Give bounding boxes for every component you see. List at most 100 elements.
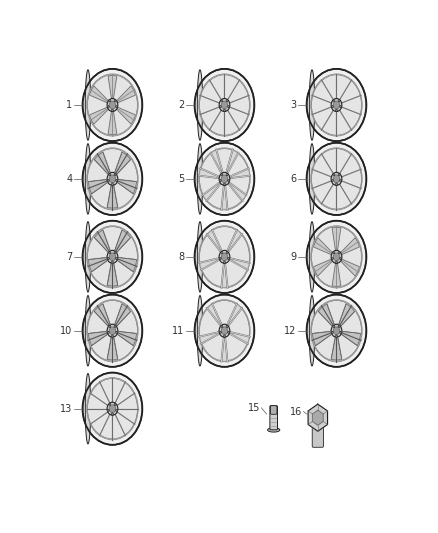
Circle shape xyxy=(109,253,116,261)
Circle shape xyxy=(333,100,335,102)
Ellipse shape xyxy=(197,222,203,292)
Ellipse shape xyxy=(309,295,314,366)
Polygon shape xyxy=(107,185,118,208)
Circle shape xyxy=(333,175,340,183)
Circle shape xyxy=(114,100,116,102)
Circle shape xyxy=(199,226,250,288)
FancyBboxPatch shape xyxy=(270,406,278,430)
Circle shape xyxy=(112,413,113,415)
Polygon shape xyxy=(230,258,248,270)
Text: 5: 5 xyxy=(178,174,184,184)
Polygon shape xyxy=(314,259,332,276)
Ellipse shape xyxy=(85,70,91,140)
Circle shape xyxy=(311,74,362,136)
Circle shape xyxy=(336,109,337,111)
Circle shape xyxy=(336,183,337,185)
Circle shape xyxy=(331,251,342,263)
Circle shape xyxy=(340,257,342,260)
Circle shape xyxy=(338,252,340,254)
Circle shape xyxy=(116,331,118,334)
Polygon shape xyxy=(94,152,110,175)
Ellipse shape xyxy=(197,295,203,366)
Circle shape xyxy=(219,179,221,182)
Polygon shape xyxy=(341,332,360,345)
Circle shape xyxy=(226,173,228,176)
Circle shape xyxy=(109,327,116,335)
Polygon shape xyxy=(107,337,118,360)
Circle shape xyxy=(83,295,142,367)
Circle shape xyxy=(340,331,342,334)
Circle shape xyxy=(331,257,333,260)
Circle shape xyxy=(112,335,113,337)
Circle shape xyxy=(338,325,340,328)
Circle shape xyxy=(307,221,366,293)
Text: 12: 12 xyxy=(284,326,297,336)
Circle shape xyxy=(221,100,223,102)
Circle shape xyxy=(219,172,230,185)
Polygon shape xyxy=(94,304,110,326)
Circle shape xyxy=(340,179,342,182)
Circle shape xyxy=(223,335,226,337)
Polygon shape xyxy=(117,332,137,345)
Circle shape xyxy=(311,148,362,210)
Circle shape xyxy=(109,325,111,328)
Circle shape xyxy=(107,251,118,263)
Text: 6: 6 xyxy=(290,174,297,184)
Circle shape xyxy=(331,324,342,337)
Circle shape xyxy=(112,109,113,111)
Circle shape xyxy=(116,179,118,182)
Ellipse shape xyxy=(85,144,91,214)
Polygon shape xyxy=(117,86,135,103)
Circle shape xyxy=(107,99,118,111)
Circle shape xyxy=(311,300,362,362)
Circle shape xyxy=(226,325,228,328)
Circle shape xyxy=(116,257,118,260)
Circle shape xyxy=(194,143,254,215)
Circle shape xyxy=(307,143,366,215)
Text: 1: 1 xyxy=(66,100,72,110)
Circle shape xyxy=(112,183,113,185)
Polygon shape xyxy=(221,185,228,208)
Polygon shape xyxy=(208,305,222,326)
Circle shape xyxy=(83,69,142,141)
Ellipse shape xyxy=(309,222,314,292)
Circle shape xyxy=(221,325,223,328)
Text: 13: 13 xyxy=(60,403,72,414)
Polygon shape xyxy=(115,230,131,253)
Circle shape xyxy=(338,100,340,102)
Circle shape xyxy=(109,100,111,102)
Circle shape xyxy=(109,405,116,413)
Circle shape xyxy=(336,335,337,337)
Polygon shape xyxy=(230,332,248,344)
Circle shape xyxy=(219,331,221,334)
Circle shape xyxy=(221,173,223,176)
Polygon shape xyxy=(88,180,108,193)
Circle shape xyxy=(219,257,221,260)
Circle shape xyxy=(333,325,335,328)
Polygon shape xyxy=(115,304,131,326)
Polygon shape xyxy=(226,151,238,173)
Polygon shape xyxy=(221,263,228,286)
Circle shape xyxy=(107,179,109,182)
Ellipse shape xyxy=(311,418,325,423)
Circle shape xyxy=(83,373,142,445)
Polygon shape xyxy=(89,107,108,124)
Polygon shape xyxy=(221,337,228,360)
Text: 7: 7 xyxy=(66,252,72,262)
Ellipse shape xyxy=(309,144,314,214)
Circle shape xyxy=(228,179,230,182)
Polygon shape xyxy=(331,337,342,360)
Text: 16: 16 xyxy=(290,407,303,417)
Text: 4: 4 xyxy=(66,174,72,184)
Circle shape xyxy=(333,173,335,176)
Circle shape xyxy=(226,100,228,102)
Circle shape xyxy=(219,99,230,111)
Circle shape xyxy=(307,295,366,367)
Polygon shape xyxy=(89,86,108,103)
Circle shape xyxy=(199,148,250,210)
Polygon shape xyxy=(339,304,355,326)
Circle shape xyxy=(223,183,226,185)
Circle shape xyxy=(116,409,118,411)
Text: 2: 2 xyxy=(178,100,184,110)
Text: 9: 9 xyxy=(290,252,297,262)
